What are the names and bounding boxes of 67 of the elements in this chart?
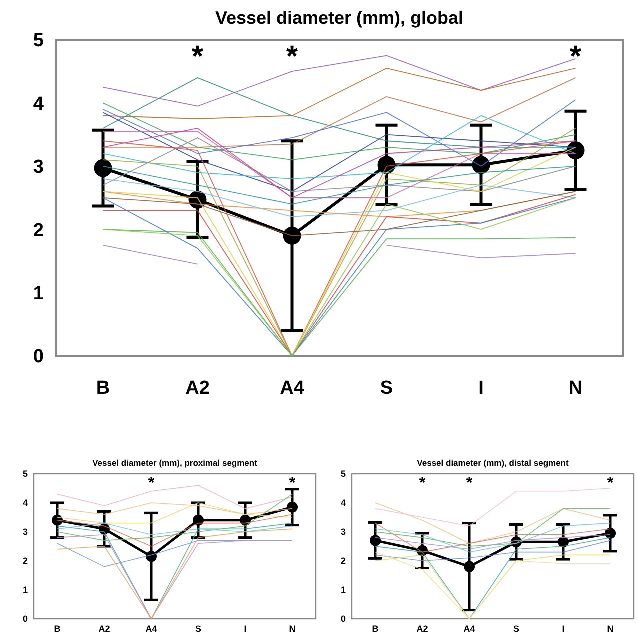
x-tick-label: A4: [280, 378, 305, 399]
x-tick-label: S: [195, 624, 202, 634]
line-series: [375, 488, 611, 527]
line-series: [102, 138, 576, 192]
line-series: [102, 68, 576, 120]
chart-title: Vessel diameter (mm), global: [215, 8, 464, 28]
point: [283, 226, 302, 245]
point: [464, 561, 475, 572]
y-tick-label: 1: [22, 585, 28, 596]
y-tick-label: 0: [340, 614, 346, 624]
y-tick-label: 3: [340, 527, 346, 538]
annotation: *: [286, 40, 298, 74]
chart-title: Vessel diameter (mm), proximal segment: [92, 458, 258, 468]
line-series: [375, 540, 611, 562]
point: [146, 551, 157, 562]
x-tick-label: A2: [416, 624, 428, 634]
chart-title: Vessel diameter (mm), distal segment: [417, 458, 569, 468]
point: [94, 159, 112, 178]
y-tick-label: 2: [340, 556, 346, 566]
x-tick-label: N: [289, 624, 296, 634]
point: [52, 514, 63, 526]
point: [193, 514, 204, 526]
x-tick-label: A4: [146, 624, 158, 634]
annotation: *: [289, 475, 296, 492]
x-tick-label: I: [562, 624, 565, 634]
annotation: *: [419, 475, 426, 492]
x-tick-label: A2: [98, 624, 110, 634]
annotation: *: [466, 475, 474, 492]
y-tick-label: 2: [22, 556, 28, 566]
y-tick-label: 3: [22, 527, 28, 538]
line-series: [102, 229, 576, 356]
x-tick-label: A2: [186, 378, 210, 399]
y-tick-label: 4: [22, 498, 28, 508]
y-tick-label: 1: [33, 283, 44, 304]
y-tick-label: 2: [33, 220, 44, 242]
point: [287, 502, 298, 513]
y-tick-label: 0: [22, 614, 28, 624]
line-series: [375, 502, 611, 544]
x-tick-label: N: [607, 624, 614, 634]
x-tick-label: B: [96, 378, 110, 399]
line-series: [57, 494, 293, 542]
x-tick-label: S: [380, 378, 394, 399]
y-tick-label: 5: [33, 30, 44, 52]
y-tick-label: 4: [33, 94, 44, 115]
x-tick-label: N: [568, 378, 583, 399]
annotation: *: [148, 475, 156, 492]
annotation: *: [192, 40, 204, 74]
x-tick-label: I: [478, 378, 484, 399]
x-tick-label: S: [513, 624, 520, 634]
line-series: [102, 55, 576, 107]
line-series: [57, 485, 293, 510]
x-tick-label: B: [54, 624, 62, 634]
y-tick-label: 4: [340, 498, 346, 508]
y-tick-label: 0: [33, 346, 44, 368]
y-tick-label: 3: [33, 157, 44, 178]
y-tick-label: 5: [340, 469, 346, 480]
line-series: [57, 522, 293, 536]
annotation: *: [570, 40, 582, 74]
point: [370, 535, 381, 546]
x-tick-label: A4: [464, 624, 476, 634]
y-tick-label: 5: [22, 469, 28, 480]
y-tick-label: 1: [340, 585, 346, 596]
line-series: [375, 508, 611, 547]
x-tick-label: I: [244, 624, 247, 634]
x-tick-label: B: [372, 624, 380, 634]
annotation: *: [607, 475, 614, 492]
line-series: [102, 178, 576, 218]
